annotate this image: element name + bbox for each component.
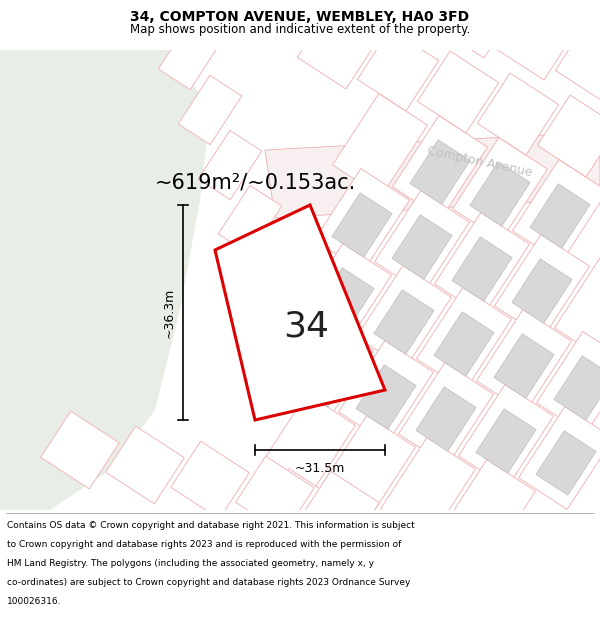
Polygon shape	[434, 213, 529, 316]
Polygon shape	[225, 225, 355, 395]
Polygon shape	[392, 215, 452, 279]
Polygon shape	[332, 193, 392, 257]
Polygon shape	[278, 319, 373, 421]
Polygon shape	[301, 471, 379, 549]
Polygon shape	[496, 0, 577, 80]
Polygon shape	[554, 356, 600, 420]
Polygon shape	[452, 138, 547, 241]
Polygon shape	[518, 406, 600, 509]
Polygon shape	[392, 116, 487, 219]
Polygon shape	[158, 21, 222, 89]
Polygon shape	[41, 411, 119, 489]
Text: Map shows position and indicative extent of the property.: Map shows position and indicative extent…	[130, 23, 470, 36]
Polygon shape	[298, 7, 379, 89]
Text: ~31.5m: ~31.5m	[295, 461, 345, 474]
Text: ~36.3m: ~36.3m	[163, 288, 176, 338]
Polygon shape	[314, 169, 409, 271]
Text: Compton Avenue: Compton Avenue	[426, 144, 534, 179]
Text: Contains OS data © Crown copyright and database right 2021. This information is : Contains OS data © Crown copyright and d…	[7, 521, 415, 531]
Polygon shape	[332, 94, 427, 196]
Polygon shape	[0, 50, 210, 510]
Polygon shape	[218, 186, 282, 254]
Text: 100026316.: 100026316.	[7, 598, 62, 606]
Polygon shape	[374, 290, 434, 354]
Polygon shape	[458, 384, 553, 488]
Polygon shape	[260, 394, 355, 496]
Polygon shape	[171, 441, 249, 519]
Polygon shape	[314, 268, 374, 332]
Polygon shape	[416, 288, 511, 391]
Text: 34: 34	[283, 309, 329, 343]
Polygon shape	[374, 191, 469, 294]
Polygon shape	[410, 140, 470, 204]
Polygon shape	[356, 266, 451, 369]
Text: to Crown copyright and database rights 2023 and is reproduced with the permissio: to Crown copyright and database rights 2…	[7, 541, 401, 549]
Polygon shape	[358, 29, 439, 111]
Polygon shape	[238, 241, 302, 309]
Polygon shape	[434, 312, 494, 376]
Polygon shape	[106, 426, 184, 504]
Text: 34, COMPTON AVENUE, WEMBLEY, HA0 3FD: 34, COMPTON AVENUE, WEMBLEY, HA0 3FD	[130, 10, 470, 24]
Polygon shape	[416, 387, 476, 451]
Polygon shape	[418, 51, 499, 133]
Polygon shape	[554, 256, 600, 359]
Polygon shape	[470, 162, 530, 226]
Polygon shape	[440, 459, 535, 562]
Polygon shape	[536, 431, 596, 495]
Polygon shape	[296, 244, 391, 346]
Polygon shape	[494, 334, 554, 398]
Polygon shape	[338, 341, 433, 444]
Polygon shape	[380, 438, 475, 541]
Polygon shape	[320, 416, 415, 519]
Polygon shape	[556, 20, 600, 102]
Polygon shape	[242, 469, 337, 571]
Polygon shape	[296, 343, 356, 407]
Polygon shape	[356, 365, 416, 429]
Polygon shape	[478, 73, 559, 155]
Polygon shape	[215, 205, 385, 420]
Polygon shape	[265, 132, 600, 218]
Polygon shape	[530, 184, 590, 248]
Polygon shape	[476, 309, 571, 412]
Polygon shape	[538, 95, 600, 177]
Polygon shape	[536, 331, 600, 434]
Text: HM Land Registry. The polygons (including the associated geometry, namely x, y: HM Land Registry. The polygons (includin…	[7, 559, 374, 569]
Polygon shape	[198, 131, 262, 199]
Polygon shape	[494, 234, 589, 338]
Polygon shape	[512, 159, 600, 262]
Polygon shape	[236, 456, 314, 534]
Text: co-ordinates) are subject to Crown copyright and database rights 2023 Ordnance S: co-ordinates) are subject to Crown copyr…	[7, 578, 410, 587]
Polygon shape	[178, 76, 242, 144]
Polygon shape	[398, 362, 493, 466]
Polygon shape	[452, 237, 512, 301]
Polygon shape	[512, 259, 572, 323]
Text: ~619m²/~0.153ac.: ~619m²/~0.153ac.	[155, 172, 356, 192]
Polygon shape	[436, 0, 517, 58]
Polygon shape	[476, 409, 536, 473]
